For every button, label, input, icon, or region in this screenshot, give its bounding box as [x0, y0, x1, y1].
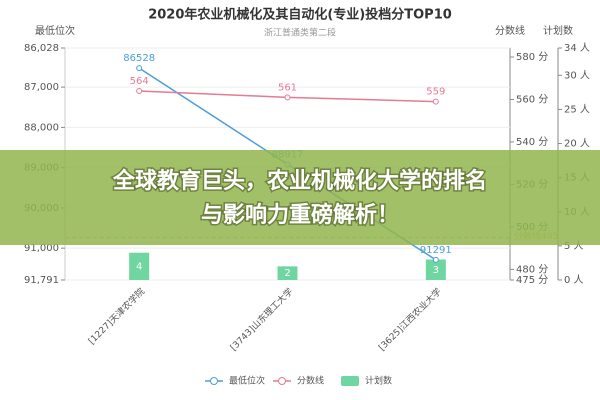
value-label: 91291 [420, 245, 452, 256]
point [136, 65, 143, 72]
legend-swatch [341, 376, 359, 386]
legend-swatch [210, 377, 218, 385]
value-label: 564 [130, 76, 149, 87]
point [432, 256, 439, 263]
y-tick-label: 91,791 [24, 275, 59, 286]
y3-tick-label: 0 人 [564, 274, 584, 286]
legend-label: 计划数 [365, 375, 392, 387]
y2-tick-label: 480 分 [516, 263, 548, 275]
y-tick-label: 87,000 [24, 82, 59, 93]
y3-tick-label: 34 人 [564, 42, 590, 54]
y3-tick-label: 30 人 [564, 69, 590, 81]
y-tick-label: 88,000 [24, 122, 59, 133]
legend-label: 分数线 [297, 375, 324, 387]
legend-label: 最低位次 [229, 375, 265, 387]
legend-swatch [278, 377, 286, 385]
chart-subtitle: 浙江普通类第二段 [264, 27, 336, 39]
point [284, 94, 291, 101]
point [432, 98, 439, 105]
y2-axis-label: 分数线 [495, 24, 525, 37]
bar [277, 266, 298, 280]
y2-tick-label: 540 分 [516, 136, 548, 148]
value-label: 559 [426, 87, 445, 98]
banner-line: 全球教育巨头，农业机械化大学的排名 [112, 168, 487, 194]
y-tick-label: 86,028 [24, 43, 59, 54]
value-label: 2 [284, 268, 290, 279]
y-tick-label: 91,000 [24, 243, 59, 254]
banner-bg [0, 150, 600, 245]
y3-tick-label: 25 人 [564, 103, 590, 115]
y2-tick-label: 580 分 [516, 51, 548, 63]
value-label: 3 [433, 265, 439, 276]
value-label: 561 [278, 82, 297, 93]
y3-axis-label: 计划数 [543, 24, 573, 37]
banner-line: 与影响力重磅解析！ [201, 202, 399, 228]
banner: 全球教育巨头，农业机械化大学的排名 与影响力重磅解析！ [0, 150, 600, 245]
bar [425, 259, 446, 280]
chart-title: 2020年农业机械化及其自动化(专业)投档分TOP10 [148, 7, 452, 23]
y-axis-label: 最低位次 [35, 24, 75, 37]
y3-tick-label: 20 人 [564, 138, 590, 150]
point [136, 87, 143, 94]
y2-tick-label: 475 分 [516, 274, 548, 286]
value-label: 86528 [123, 53, 155, 64]
bar [129, 252, 150, 280]
value-label: 4 [136, 261, 142, 272]
y2-tick-label: 560 分 [516, 93, 548, 105]
